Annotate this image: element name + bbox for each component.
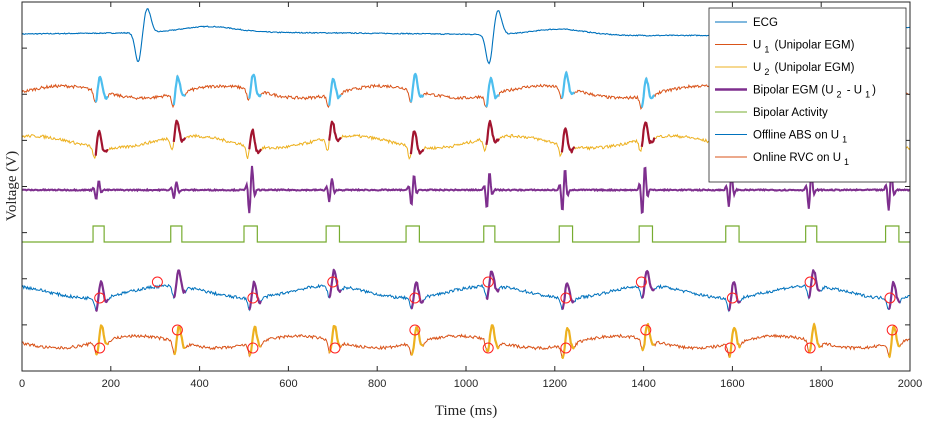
series-offline-abs-line [21,268,911,313]
series-bipolar-egm-line [21,165,911,215]
abs-detection-marker [151,276,163,288]
series-u2-activation [485,119,500,145]
series-u1-activation [640,77,656,108]
x-tick-label: 400 [190,378,208,390]
rvc-detection-marker [482,342,494,354]
abs-detection-marker [247,292,259,304]
rvc-detection-marker [724,342,736,354]
abs-detection-marker [635,276,647,288]
series-u2-activation [172,119,187,143]
legend-label-ecg: ECG [753,17,778,29]
abs-detection-marker [804,276,816,288]
series-u1-activation [94,75,109,103]
rvc-detection-marker [886,324,898,336]
x-tick-label: 200 [102,378,120,390]
series-offline-abs-activation [640,270,656,299]
series-u1-activation [248,73,262,99]
series-u2-activation [640,121,656,147]
series-offline-abs-activation [410,281,425,310]
series-offline-abs-activation [172,269,187,299]
abs-detection-marker [560,292,572,304]
series-u1-activation [328,77,342,106]
plot-area [21,8,911,360]
legend-label-bipolar-egm-u2: Bipolar EGM (U 2 - U 1) [753,85,876,100]
rvc-detection-marker [329,342,341,354]
abs-detection-marker [482,276,494,288]
x-tick-label: 600 [279,378,297,390]
series-online-rvc-activation [410,326,425,356]
series-u1-activation [172,75,187,106]
series-offline-abs-activation [328,268,342,299]
abs-detection-marker [884,292,896,304]
legend: ECG U 1 (Unipolar EGM) U 2 (Unipolar EGM) Bip… [708,7,907,183]
abs-detection-marker [327,276,339,288]
series-online-rvc-activation [640,323,655,352]
series-offline-abs-activation [887,280,901,311]
series-u2-activation [94,129,109,156]
series-online-rvc-activation [173,325,186,356]
series-online-rvc-activation [94,324,109,356]
series-u2-activation [248,128,262,155]
rvc-detection-marker [409,324,421,336]
x-tick-label: 1800 [809,378,833,390]
abs-detection-marker [94,292,106,304]
series-u2-activation [409,130,425,155]
abs-detection-marker [726,292,738,304]
y-axis-label: Voltage (V) [4,151,20,221]
rvc-detection-marker [171,324,183,336]
series-online-rvc-activation [248,325,262,357]
rvc-detection-marker [94,342,106,354]
rvc-detection-marker [247,342,259,354]
x-tick-label: 1000 [454,378,478,390]
x-axis-label: Time (ms) [435,403,497,419]
series-u2-activation [560,127,576,154]
rvc-detection-marker [804,342,816,354]
axis-ticks [21,2,911,371]
series-offline-abs-activation [807,269,821,299]
x-tick-label: 800 [368,378,386,390]
series-online-rvc-activation [807,323,821,354]
x-tick-label: 2000 [898,378,922,390]
rvc-detection-marker [640,324,652,336]
series-offline-abs-activation [485,270,500,300]
series-online-rvc-activation [485,324,500,353]
series-u1-activation [485,76,500,108]
legend-box [708,7,907,183]
x-tick-label: 1400 [631,378,655,390]
x-tick-labels: 0 200 400 600 800 1000 1200 1400 1600 1800 2000 [19,378,922,390]
x-tick-label: 1200 [543,378,567,390]
x-tick-label: 1600 [720,378,744,390]
series-online-rvc-activation [728,326,742,358]
series-u2-activation [328,120,342,143]
abs-detection-marker [409,292,421,304]
rvc-detection-marker [560,342,572,354]
series-online-rvc-line [21,322,911,360]
series-u1-activation [409,72,425,103]
series-offline-abs-activation [248,280,262,311]
series-online-rvc-activation [887,325,901,358]
x-tick-label: 0 [19,378,25,390]
legend-label-bipolar-activity: Bipolar Activity [753,107,828,119]
series-offline-abs-activation [727,281,742,312]
series-bipolar-activity-line [22,225,910,243]
series-u1-activation [560,71,576,99]
